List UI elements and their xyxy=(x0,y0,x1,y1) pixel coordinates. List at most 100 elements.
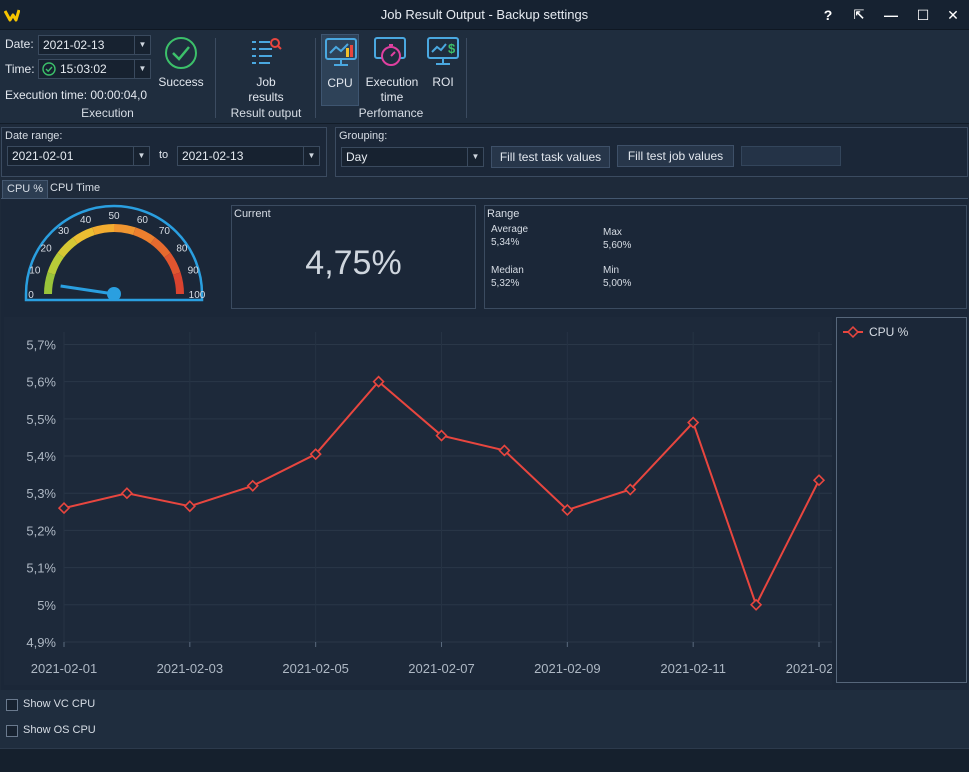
gauge-rim xyxy=(24,204,204,302)
max-label: Max xyxy=(603,227,622,238)
y-tick-label: 5,4% xyxy=(26,449,56,464)
date-from-value: 2021-02-01 xyxy=(12,149,74,163)
time-label: Time: xyxy=(5,62,35,76)
average-value: 5,34% xyxy=(491,237,520,248)
date-to-value: 2021-02-13 xyxy=(182,149,244,163)
gauge-tick-label: 30 xyxy=(58,226,70,237)
chevron-down-icon[interactable]: ▼ xyxy=(467,148,483,166)
data-point-marker xyxy=(812,474,826,487)
gauge-tick-label: 50 xyxy=(108,211,120,222)
cpu-monitor-icon xyxy=(325,38,357,66)
help-button[interactable]: ? xyxy=(823,7,833,23)
gauge-tick-label: 0 xyxy=(28,290,34,301)
median-label: Median xyxy=(491,265,524,276)
date-dropdown[interactable]: 2021-02-13 ▼ xyxy=(38,35,151,55)
close-button[interactable]: ✕ xyxy=(947,7,959,23)
execution-time-button[interactable]: Execution time xyxy=(363,34,421,106)
ribbon-separator xyxy=(315,38,316,118)
gauge-tick-label: 10 xyxy=(29,266,41,277)
svg-text:$: $ xyxy=(448,41,456,56)
tab-cpu-time[interactable]: CPU Time xyxy=(50,182,101,194)
gauge-tick-label: 20 xyxy=(41,244,53,255)
range-panel: Range Average 5,34% Max 5,60% Median 5,3… xyxy=(484,205,967,309)
x-tick-label: 2021-02-03 xyxy=(157,661,224,676)
restore-external-button[interactable]: ⇱ xyxy=(853,7,865,22)
status-bar xyxy=(0,748,969,772)
show-os-cpu-label: Show OS CPU xyxy=(23,724,96,736)
roi-button[interactable]: $ ROI xyxy=(424,34,462,106)
date-range-title: Date range: xyxy=(5,130,63,142)
data-point-marker xyxy=(120,487,133,500)
gauge-tick-label: 70 xyxy=(159,226,171,237)
gauge-tick-label: 60 xyxy=(137,215,149,226)
y-tick-label: 5,1% xyxy=(26,561,56,576)
gauge-tick-label: 40 xyxy=(80,215,92,226)
minimize-button[interactable]: — xyxy=(884,7,898,23)
show-os-cpu-checkbox[interactable] xyxy=(6,725,18,737)
gauge-hub xyxy=(107,287,121,301)
gauge-band-segment xyxy=(44,272,56,295)
grouping-title: Grouping: xyxy=(339,130,388,142)
result-output-group-caption: Result output xyxy=(230,106,302,120)
roi-monitor-icon: $ xyxy=(427,37,459,65)
execution-time-label-2: time xyxy=(380,90,404,104)
app-logo-icon xyxy=(4,9,20,22)
roi-label: ROI xyxy=(432,75,454,89)
success-status: Success xyxy=(158,75,204,89)
x-tick-label: 2021-02-09 xyxy=(534,661,601,676)
date-label: Date: xyxy=(5,37,34,51)
chevron-down-icon[interactable]: ▼ xyxy=(133,147,149,165)
current-panel: Current 4,75% xyxy=(231,205,476,309)
x-tick-label: 2021-02-05 xyxy=(282,661,349,676)
tab-cpu-percent[interactable]: CPU % xyxy=(2,180,49,198)
gauge-band-segment xyxy=(133,227,156,244)
stopwatch-monitor-icon xyxy=(374,37,406,66)
min-label: Min xyxy=(603,265,620,276)
show-vc-cpu-checkbox[interactable] xyxy=(6,699,18,711)
chart-legend: CPU % xyxy=(836,317,967,683)
data-point-marker xyxy=(435,429,448,442)
time-value: 15:03:02 xyxy=(60,62,107,76)
data-point-marker xyxy=(750,598,763,611)
y-tick-label: 5,3% xyxy=(26,486,56,501)
date-range-panel: Date range: 2021-02-01 ▼ to 2021-02-13 ▼ xyxy=(1,127,327,177)
y-tick-label: 5,5% xyxy=(26,412,56,427)
success-check-icon xyxy=(165,37,197,69)
gauge-band-segment xyxy=(47,252,64,275)
fill-test-job-values-button[interactable]: Fill test job values xyxy=(617,145,734,167)
y-tick-label: 5,7% xyxy=(26,337,56,352)
chevron-down-icon[interactable]: ▼ xyxy=(303,147,319,165)
grouping-value: Day xyxy=(346,150,368,164)
chevron-down-icon[interactable]: ▼ xyxy=(134,36,150,54)
execution-time-text: Execution time: 00:00:04,0 xyxy=(5,88,148,102)
gauge-tick-label: 100 xyxy=(189,290,206,301)
date-from-dropdown[interactable]: 2021-02-01 ▼ xyxy=(7,146,150,166)
execution-time-label-1: Execution xyxy=(365,75,419,89)
data-point-marker xyxy=(372,375,385,388)
gauge-tick-label: 80 xyxy=(176,244,188,255)
gauge-band-segment xyxy=(57,237,78,258)
cpu-button[interactable]: CPU xyxy=(321,34,359,106)
min-value: 5,00% xyxy=(603,278,632,289)
date-to-dropdown[interactable]: 2021-02-13 ▼ xyxy=(177,146,320,166)
data-point-marker xyxy=(624,483,637,496)
time-dropdown[interactable]: 15:03:02 ▼ xyxy=(38,59,151,79)
y-tick-label: 5,2% xyxy=(26,523,56,538)
x-tick-label: 2021-02-07 xyxy=(408,661,475,676)
job-results-button[interactable]: Job results xyxy=(234,34,298,104)
options-bar xyxy=(0,690,969,748)
data-point-marker xyxy=(561,503,574,517)
gauge-band-segment xyxy=(172,272,184,295)
maximize-button[interactable]: ☐ xyxy=(916,7,930,23)
grouping-dropdown[interactable]: Day ▼ xyxy=(341,147,484,167)
ribbon: Date: 2021-02-13 ▼ Time: 15:03:02 ▼ Exec… xyxy=(0,30,969,124)
job-results-list-icon xyxy=(252,38,282,64)
fill-test-task-values-button[interactable]: Fill test task values xyxy=(491,146,610,168)
to-label: to xyxy=(159,149,169,161)
y-tick-label: 5,6% xyxy=(26,375,56,390)
ribbon-separator xyxy=(215,38,216,118)
chevron-down-icon[interactable]: ▼ xyxy=(134,60,150,78)
job-results-label-2: results xyxy=(248,90,284,104)
data-point-marker xyxy=(57,502,71,515)
gauge-needle xyxy=(60,284,115,296)
